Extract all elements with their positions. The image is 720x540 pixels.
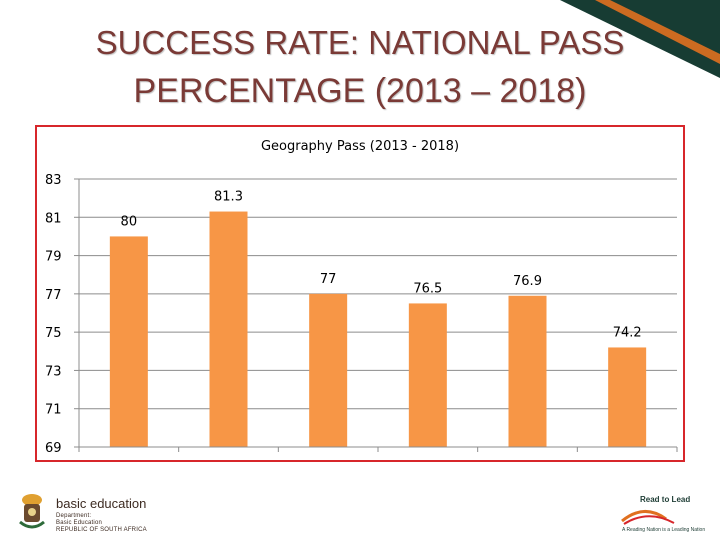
bar-chart: 83 81 79 77 75 73 71 69 80 81.3 77 76.5 76.9 74.2 [45,173,678,456]
read-to-lead-title: Read to Lead [640,495,691,504]
bar [608,347,647,447]
data-label: 77 [320,272,337,287]
bar [408,303,447,447]
brand-sub-basic-education: Basic Education [56,520,103,526]
data-label: 76.9 [513,274,542,289]
slide-title-line2: PERCENTAGE (2013 – 2018) [133,72,587,110]
y-tick-label: 83 [45,173,62,188]
data-label: 80 [121,214,138,229]
bar [109,236,148,447]
brand-sub-department: Department: [56,513,92,519]
y-tick-label: 75 [45,326,62,341]
data-label: 81.3 [214,190,243,205]
read-to-lead-tagline: A Reading Nation is a Leading Nation [622,527,706,533]
brand-sub-country: REPUBLIC OF SOUTH AFRICA [56,527,147,533]
bar [508,295,547,447]
slide-title-line1: SUCCESS RATE: NATIONAL PASS [95,24,625,61]
bar [209,211,248,447]
y-tick-label: 77 [45,288,62,303]
corner-decoration [560,0,720,78]
brand-name: basic education [56,496,147,511]
data-label: 74.2 [613,325,642,340]
coat-of-arms-icon [19,494,45,529]
y-tick-label: 73 [45,364,62,379]
data-label: 76.5 [413,281,442,296]
read-to-lead-logo-icon [621,510,675,525]
bar [309,293,348,447]
y-tick-label: 71 [45,403,62,418]
y-tick-label: 69 [45,441,62,456]
chart-title: Geography Pass (2013 - 2018) [260,139,460,154]
chart-frame: Geography Pass (2013 - 2018) 83 81 79 77 75 7… [35,125,685,462]
y-tick-label: 79 [45,250,62,265]
y-tick-label: 81 [45,211,62,226]
